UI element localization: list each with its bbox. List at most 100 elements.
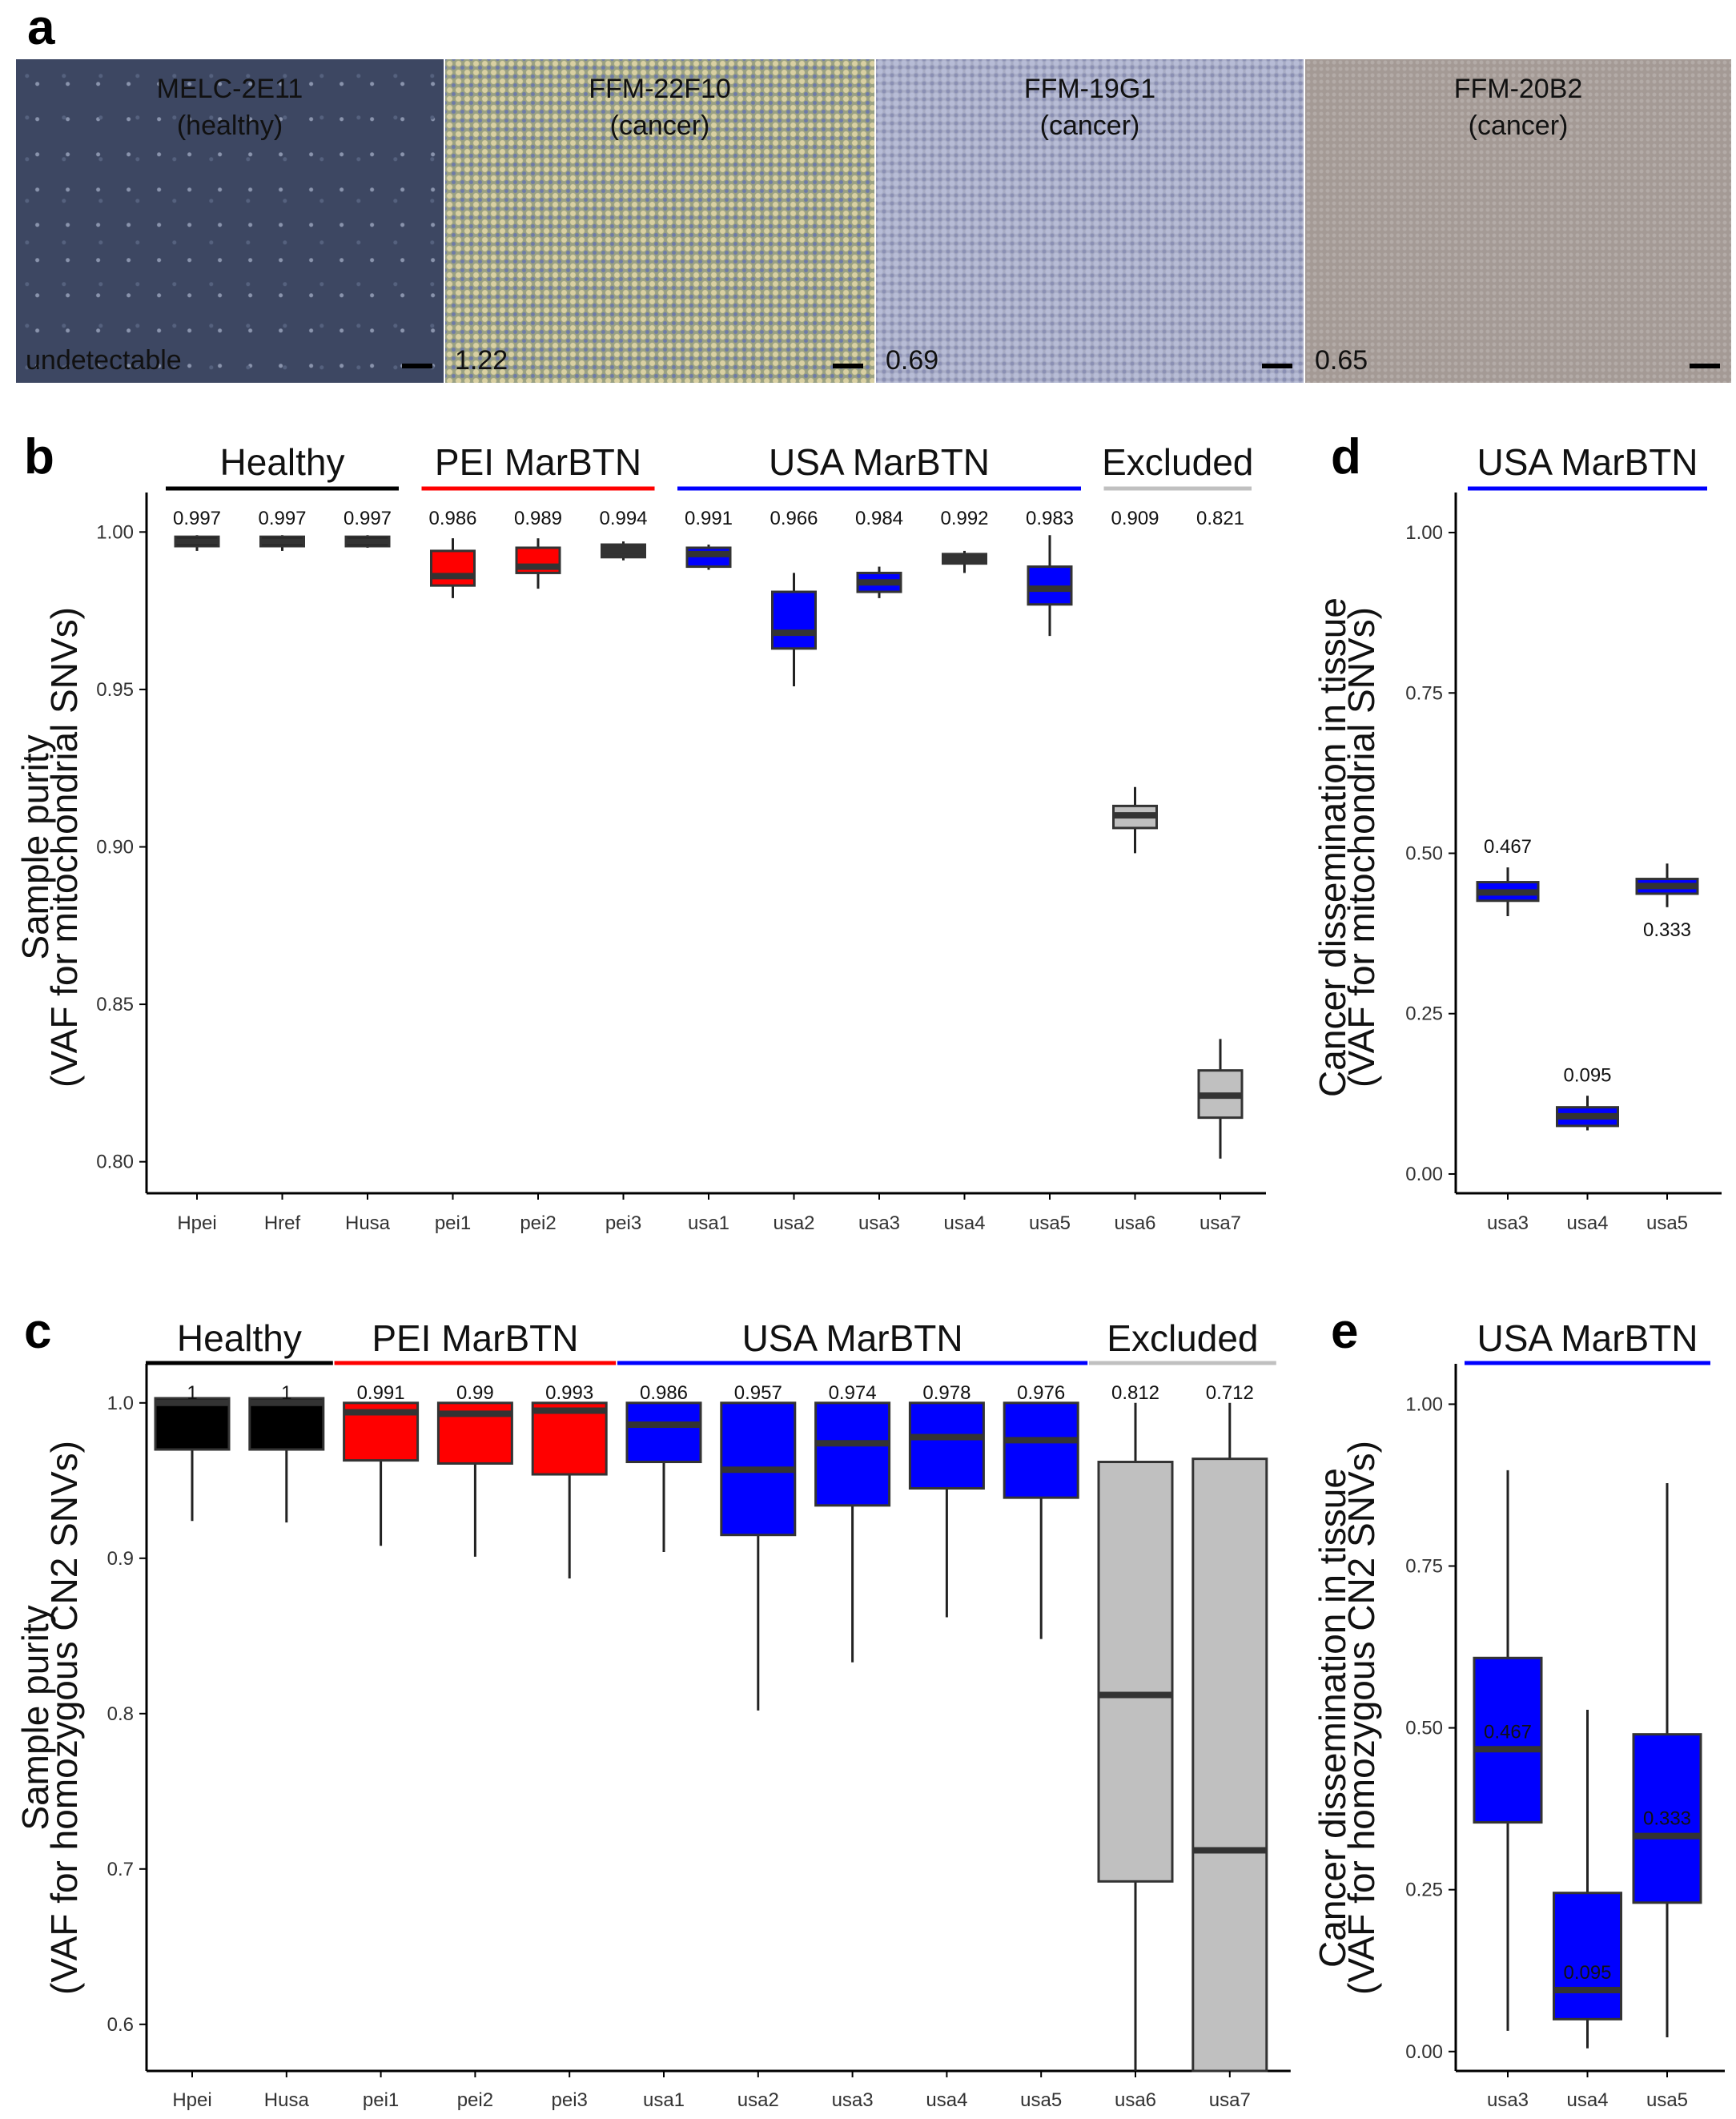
x-tick-label: pei2 — [520, 1212, 556, 1234]
microscopy-image-melc-2e11: MELC-2E11 (healthy) undetectable — [16, 59, 444, 383]
group-label: USA MarBTN — [1477, 1317, 1698, 1359]
data-label: 0.812 — [1111, 1382, 1159, 1404]
panel-label-d: d — [1331, 429, 1361, 485]
x-tick-label: usa3 — [858, 1212, 900, 1234]
data-label: 0.095 — [1563, 1962, 1611, 1984]
photo-value: undetectable — [26, 345, 182, 376]
group-label: Healthy — [220, 441, 345, 483]
photo-title: MELC-2E11 — [156, 74, 303, 104]
group-label: USA MarBTN — [1477, 441, 1698, 483]
data-label: 0.991 — [357, 1382, 405, 1404]
y-tick-label: 0.80 — [96, 1152, 134, 1173]
y-axis-title: Cancer dissemination in tissue — [1312, 1468, 1353, 1968]
box-body — [1473, 1656, 1543, 1824]
panel-label-e: e — [1331, 1304, 1359, 1359]
x-tick-label: Hpei — [177, 1212, 216, 1234]
data-label: 0.909 — [1111, 508, 1159, 529]
panel-label-b: b — [24, 429, 54, 485]
data-label: 0.095 — [1563, 1064, 1611, 1086]
x-tick-label: usa6 — [1114, 1212, 1155, 1234]
y-tick-label: 0.75 — [1405, 1556, 1443, 1578]
box-body — [248, 1397, 325, 1451]
data-label: 0.997 — [173, 508, 221, 529]
data-label: 0.957 — [734, 1382, 782, 1404]
data-label: 0.986 — [640, 1382, 688, 1404]
data-label: 0.333 — [1643, 919, 1691, 941]
y-tick-label: 0.8 — [107, 1703, 134, 1725]
x-tick-label: usa4 — [1566, 2089, 1608, 2111]
x-tick-label: pei1 — [435, 1212, 471, 1234]
x-tick-label: usa3 — [832, 2089, 874, 2111]
scale-bar — [1690, 364, 1720, 368]
data-label: 0.991 — [685, 508, 733, 529]
x-tick-label: Husa — [264, 2089, 310, 2111]
y-axis-title-2: (VAF for homozygous CN2 SNVs) — [43, 1441, 85, 1995]
group-label: Excluded — [1107, 1317, 1258, 1359]
group-label: Excluded — [1102, 441, 1253, 483]
photo-subtitle: (cancer) — [1039, 111, 1140, 141]
x-tick-label: usa7 — [1209, 2089, 1251, 2111]
photo-title: FFM-20B2 — [1453, 74, 1583, 104]
y-tick-label: 0.9 — [107, 1548, 134, 1570]
photo-subtitle: (cancer) — [609, 111, 710, 141]
data-label: 0.974 — [829, 1382, 877, 1404]
data-label: 0.712 — [1206, 1382, 1254, 1404]
box-body — [430, 549, 476, 587]
y-tick-label: 0.50 — [1405, 843, 1443, 865]
data-label: 0.994 — [599, 508, 647, 529]
data-label: 0.983 — [1026, 508, 1074, 529]
photo-subtitle: (cancer) — [1468, 111, 1569, 141]
x-tick-label: usa4 — [926, 2089, 967, 2111]
x-tick-label: usa7 — [1200, 1212, 1241, 1234]
x-tick-label: usa1 — [643, 2089, 685, 2111]
group-label: PEI MarBTN — [372, 1317, 578, 1359]
y-axis-title-2: (VAF for mitochondrial SNVs) — [1340, 607, 1382, 1088]
y-tick-label: 0.00 — [1405, 1164, 1443, 1185]
x-tick-label: usa5 — [1646, 1212, 1688, 1234]
data-label: 0.984 — [855, 508, 903, 529]
photo-subtitle: (healthy) — [176, 111, 283, 141]
microscopy-image-ffm-19g1: FFM-19G1 (cancer) 0.69 — [876, 59, 1304, 383]
photo-title: FFM-22F10 — [589, 74, 731, 104]
x-tick-label: Href — [264, 1212, 301, 1234]
x-tick-label: usa3 — [1487, 1212, 1529, 1234]
y-tick-label: 0.7 — [107, 1859, 134, 1880]
x-tick-label: usa3 — [1487, 2089, 1529, 2111]
data-label: 0.989 — [514, 508, 562, 529]
panel-label-c: c — [24, 1304, 52, 1359]
y-tick-label: 0.6 — [107, 2014, 134, 2036]
x-tick-label: usa5 — [1020, 2089, 1062, 2111]
photo-value: 0.65 — [1315, 345, 1368, 376]
y-tick-label: 0.25 — [1405, 1880, 1443, 1901]
box-body — [814, 1401, 891, 1507]
box-body — [1553, 1892, 1622, 2020]
photo-value: 0.69 — [886, 345, 939, 376]
group-label: PEI MarBTN — [435, 441, 641, 483]
data-label: 1 — [281, 1382, 291, 1404]
y-axis-title: Cancer dissemination in tissue — [1312, 597, 1353, 1097]
data-label: 0.978 — [922, 1382, 970, 1404]
data-label: 0.993 — [545, 1382, 593, 1404]
x-tick-label: pei3 — [605, 1212, 641, 1234]
photo-title: FFM-19G1 — [1023, 74, 1156, 104]
box-body — [771, 590, 817, 650]
data-label: 0.333 — [1643, 1808, 1691, 1830]
photo-value: 1.22 — [455, 345, 508, 376]
x-tick-label: usa6 — [1115, 2089, 1156, 2111]
photo-caption: FFM-19G1 (cancer) — [876, 70, 1304, 144]
data-label: 0.997 — [258, 508, 306, 529]
data-label: 0.821 — [1196, 508, 1244, 529]
box-body — [1097, 1461, 1174, 1883]
box-body — [531, 1401, 608, 1476]
x-tick-label: pei1 — [363, 2089, 399, 2111]
box-body — [154, 1397, 231, 1451]
box-body — [1632, 1733, 1702, 1904]
x-tick-label: usa2 — [773, 1212, 814, 1234]
x-tick-label: Husa — [345, 1212, 391, 1234]
data-label: 0.966 — [770, 508, 818, 529]
y-tick-label: 1.0 — [107, 1393, 134, 1414]
